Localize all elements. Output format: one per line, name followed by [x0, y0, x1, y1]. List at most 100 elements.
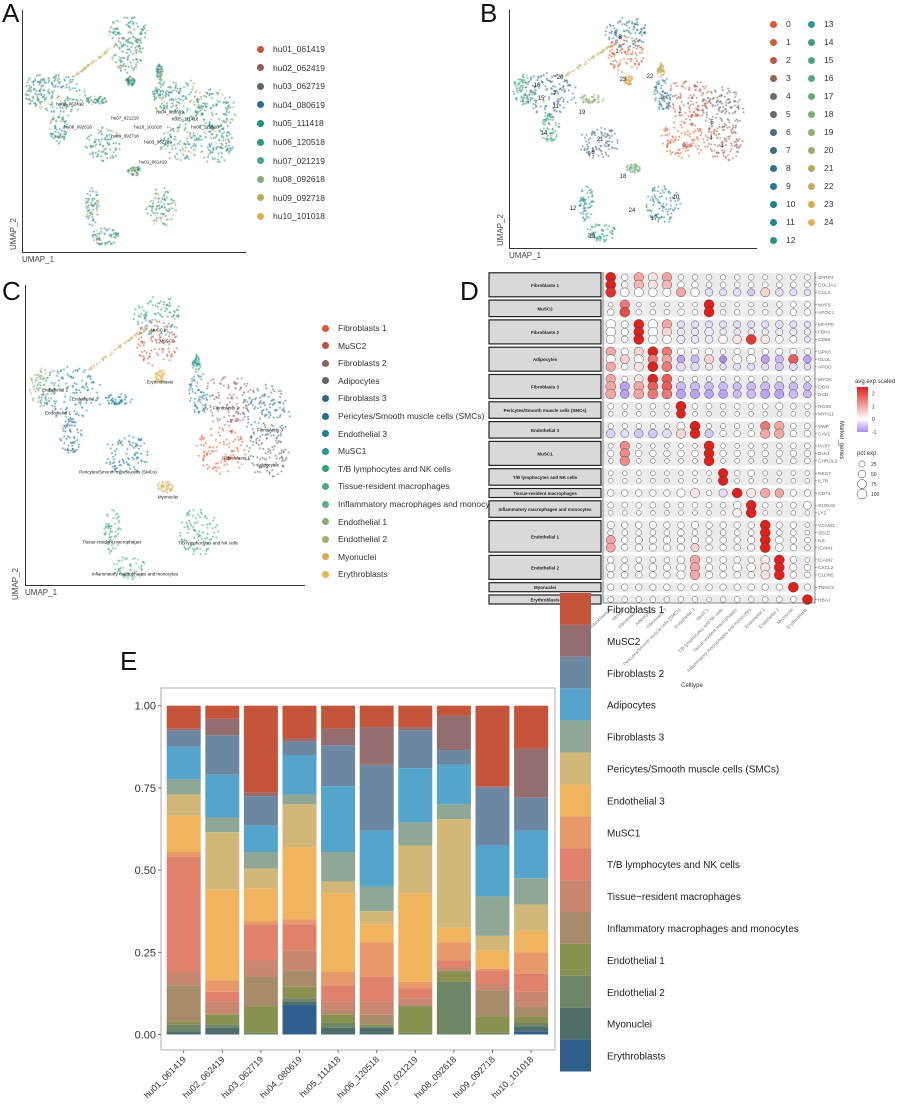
- dot: [734, 596, 741, 603]
- bar-segment: [475, 786, 510, 788]
- legend-dot-icon: [322, 430, 329, 438]
- dot: [804, 557, 811, 563]
- legend-dot-icon: [257, 212, 264, 220]
- dot: [804, 571, 811, 578]
- dot: [664, 301, 670, 308]
- dot: [663, 543, 671, 552]
- bar-segment: [475, 845, 510, 897]
- dot: [691, 583, 699, 591]
- dot: [746, 488, 756, 498]
- bar-segment: [475, 935, 510, 951]
- legend-label: 16: [824, 73, 834, 83]
- color-legend-tick: 2: [872, 391, 875, 397]
- dot: [703, 455, 715, 467]
- bar-segment: [514, 748, 549, 798]
- legend-item: T/B lymphocytes and NK cells: [322, 464, 451, 474]
- dot: [732, 354, 742, 364]
- dot: [762, 510, 768, 516]
- dot: [663, 563, 671, 572]
- panel-label-d: D: [460, 276, 479, 306]
- bar-segment: [398, 822, 433, 846]
- cluster-label: 24: [628, 208, 636, 214]
- dot: [748, 411, 754, 417]
- dot: [804, 457, 811, 464]
- bar-segment: [514, 1016, 549, 1023]
- bar-segment: [243, 976, 278, 1007]
- cluster-label: 16: [533, 83, 541, 89]
- legend-label: Fibroblasts 1: [607, 605, 665, 616]
- dot: [633, 334, 644, 345]
- dot: [761, 320, 770, 329]
- dot: [635, 596, 642, 603]
- cluster-label: 7: [553, 91, 557, 97]
- dot: [733, 430, 741, 438]
- bar-segment: [243, 960, 278, 977]
- dot: [704, 288, 714, 297]
- dot: [720, 529, 727, 536]
- legend-label: Myonuclei: [607, 1020, 652, 1031]
- dot: [692, 478, 698, 484]
- dot: [706, 596, 712, 603]
- dot: [607, 571, 615, 579]
- legend-label: Tissue-resident macrophages: [338, 481, 450, 492]
- dot: [762, 375, 769, 383]
- dot: [803, 583, 811, 591]
- dot: [760, 487, 771, 499]
- dot: [636, 478, 642, 484]
- dot: [762, 443, 768, 449]
- dot: [747, 288, 756, 297]
- dot: [691, 274, 699, 281]
- dot: [775, 521, 783, 529]
- legend-label: hu06_120518: [273, 137, 326, 147]
- group-strip-label: Fibroblasts 2: [531, 330, 560, 335]
- dot: [803, 320, 811, 328]
- dot: [803, 449, 811, 457]
- dot: [789, 449, 797, 457]
- bar-segment: [514, 930, 549, 953]
- dot: [776, 478, 782, 484]
- dot: [790, 529, 797, 536]
- group-strip: [488, 272, 602, 298]
- dot: [636, 443, 642, 449]
- bar-segment: [166, 779, 201, 795]
- dot: [677, 328, 685, 336]
- dot: [719, 320, 727, 329]
- legend-swatch: [560, 943, 591, 976]
- bar-segment: [475, 970, 510, 984]
- dot: [635, 529, 642, 536]
- gene-label: PAX7: [818, 444, 830, 450]
- cluster-label: 22: [646, 74, 654, 80]
- x-axis-line: [25, 585, 305, 586]
- legend-dot-icon: [257, 64, 264, 72]
- dot: [649, 489, 657, 497]
- legend-dot-icon: [770, 146, 777, 154]
- size-legend-dot: [858, 460, 866, 468]
- dot: [620, 320, 629, 329]
- bar-segment: [475, 990, 510, 1017]
- dot: [689, 428, 701, 439]
- dot: [619, 354, 630, 364]
- gene-label: LYZ: [818, 511, 827, 517]
- dot: [747, 348, 755, 356]
- dot: [621, 403, 628, 410]
- dot: [720, 375, 727, 383]
- bar-segment: [436, 981, 471, 1035]
- dot: [605, 287, 616, 298]
- dot: [774, 488, 784, 498]
- dot: [803, 355, 812, 364]
- legend-dot-icon: [322, 447, 329, 455]
- dot: [664, 510, 670, 516]
- y-axis-title: Marker_genes: [838, 421, 844, 459]
- legend-dot-icon: [808, 20, 815, 28]
- bar-segment: [205, 1014, 240, 1025]
- dot: [705, 556, 713, 563]
- group-strip-label: Erythroblasts: [530, 598, 560, 603]
- dot: [775, 347, 784, 356]
- dot: [804, 403, 811, 410]
- dot: [705, 403, 713, 410]
- dot: [748, 281, 755, 288]
- legend-dot-icon: [770, 200, 777, 208]
- dot: [705, 347, 713, 356]
- dot: [661, 361, 673, 372]
- bar-segment: [359, 886, 394, 912]
